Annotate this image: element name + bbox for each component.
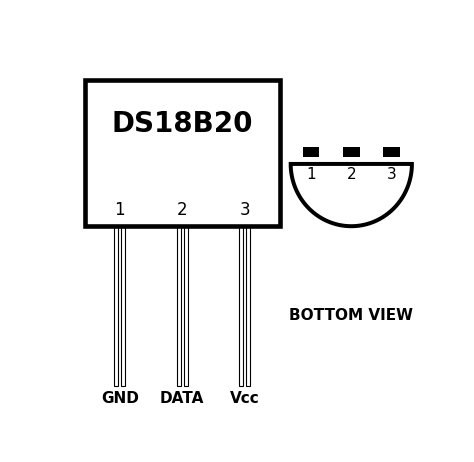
Text: 3: 3: [387, 167, 397, 182]
Bar: [246, 225, 250, 386]
Bar: [85, 80, 280, 226]
Text: 2: 2: [177, 201, 188, 219]
Bar: [184, 225, 188, 386]
Bar: [383, 147, 400, 157]
Text: DS18B20: DS18B20: [111, 110, 253, 138]
Bar: [114, 225, 118, 386]
Text: 1: 1: [115, 201, 125, 219]
Text: Vcc: Vcc: [230, 391, 260, 406]
Bar: [302, 147, 319, 157]
Bar: [177, 225, 181, 386]
Bar: [121, 225, 125, 386]
Text: BOTTOM VIEW: BOTTOM VIEW: [289, 308, 413, 322]
PathPatch shape: [291, 164, 412, 226]
Text: 3: 3: [239, 201, 250, 219]
Text: DATA: DATA: [160, 391, 204, 406]
Text: GND: GND: [101, 391, 139, 406]
Bar: [343, 147, 360, 157]
Bar: [239, 225, 243, 386]
Text: 1: 1: [306, 167, 316, 182]
Text: 2: 2: [346, 167, 356, 182]
